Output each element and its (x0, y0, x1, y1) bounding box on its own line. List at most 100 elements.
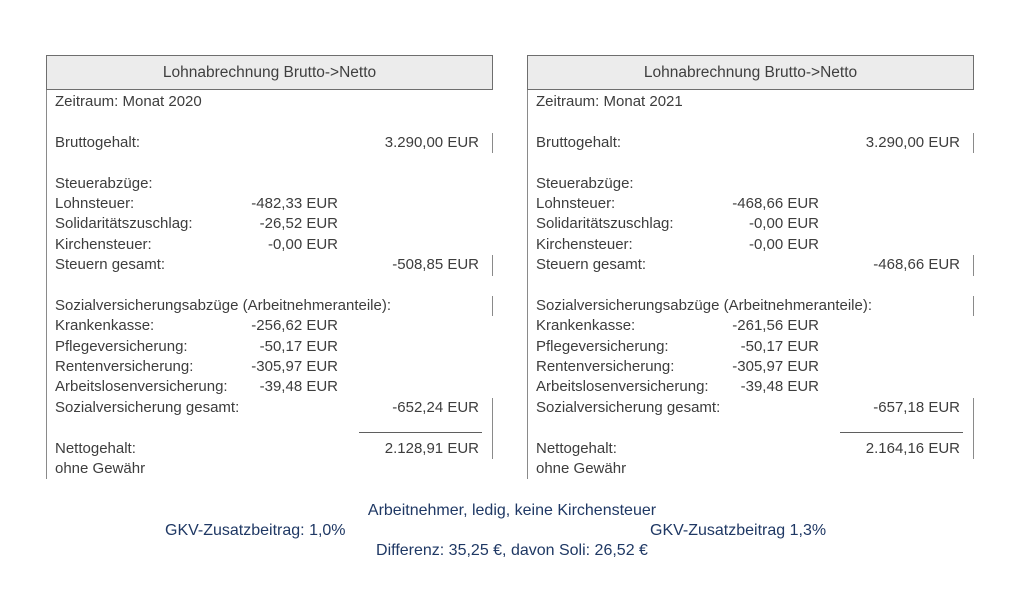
row-label: Nettogehalt: (536, 439, 617, 457)
table-row: Steuern gesamt: -468,66 EUR (528, 255, 974, 276)
row-total-value: -652,24 EUR (392, 398, 479, 416)
row-label: Solidaritätszuschlag: (536, 215, 674, 233)
row-label: Sozialversicherung gesamt: (536, 398, 721, 416)
table-row: Zeitraum: Monat 2020 (47, 92, 493, 112)
table-row: Arbeitslosenversicherung: -39,48 EUR (47, 377, 493, 397)
row-label: Krankenkasse: (55, 317, 155, 335)
row-label: Arbeitslosenversicherung: (536, 378, 709, 396)
row-value: -305,97 EUR (732, 358, 819, 376)
row-total-value: -468,66 EUR (873, 256, 960, 274)
table-row (528, 112, 974, 132)
table-row (528, 276, 974, 296)
row-value: -482,33 EUR (251, 194, 338, 212)
table-row: Lohnsteuer: -468,66 EUR (528, 194, 974, 214)
table-row: Steuerabzüge: (47, 174, 493, 194)
row-label: Steuerabzüge: (55, 174, 153, 192)
row-label: Kirchensteuer: (55, 235, 152, 253)
row-label: Lohnsteuer: (55, 194, 135, 212)
row-value: -305,97 EUR (251, 358, 338, 376)
footer-gkv-2020: GKV-Zusatzbeitrag: 1,0% (165, 522, 346, 539)
table-row (528, 418, 974, 439)
row-label: Rentenversicherung: (536, 358, 675, 376)
table-row: Solidaritätszuschlag: -26,52 EUR (47, 214, 493, 234)
sum-rule (359, 431, 482, 433)
table-row: Rentenversicherung: -305,97 EUR (47, 357, 493, 377)
row-label: Bruttogehalt: (536, 133, 622, 151)
table-row (47, 418, 493, 439)
table-row: Steuern gesamt: -508,85 EUR (47, 255, 493, 276)
row-value: -50,17 EUR (259, 337, 338, 355)
table-row: Sozialversicherung gesamt: -657,18 EUR (528, 397, 974, 419)
payroll-panel-2021: Lohnabrechnung Brutto->Netto Zeitraum: M… (527, 55, 974, 480)
table-row: Pflegeversicherung: -50,17 EUR (528, 337, 974, 357)
row-label: Sozialversicherungsabzüge (Arbeitnehmera… (55, 296, 392, 314)
row-total-value: -657,18 EUR (873, 398, 960, 416)
footer-difference-note: Differenz: 35,25 €, davon Soli: 26,52 € (376, 542, 648, 559)
row-label: Solidaritätszuschlag: (55, 215, 193, 233)
row-value: -0,00 EUR (267, 235, 338, 253)
row-value: -256,62 EUR (251, 317, 338, 335)
table-row: ohne Gewähr (528, 459, 974, 479)
row-value: -50,17 EUR (740, 337, 819, 355)
row-label: Steuerabzüge: (536, 174, 634, 192)
table-row (528, 153, 974, 173)
table-row: ohne Gewähr (47, 459, 493, 479)
row-value: -468,66 EUR (732, 194, 819, 212)
table-row: Nettogehalt: 2.128,91 EUR (47, 438, 493, 460)
table-row: Rentenversicherung: -305,97 EUR (528, 357, 974, 377)
table-row: Arbeitslosenversicherung: -39,48 EUR (528, 377, 974, 397)
row-total-value: 2.164,16 EUR (865, 439, 960, 457)
row-value: -0,00 EUR (748, 235, 819, 253)
row-label: Steuern gesamt: (536, 256, 647, 274)
row-label: Rentenversicherung: (55, 358, 194, 376)
row-total-value: 3.290,00 EUR (384, 133, 479, 151)
row-value: -0,00 EUR (748, 215, 819, 233)
row-label: Sozialversicherung gesamt: (55, 398, 240, 416)
table-row: Kirchensteuer: -0,00 EUR (528, 235, 974, 255)
table-row: Pflegeversicherung: -50,17 EUR (47, 337, 493, 357)
sum-rule (840, 431, 963, 433)
row-label: Nettogehalt: (55, 439, 136, 457)
table-row: Kirchensteuer: -0,00 EUR (47, 235, 493, 255)
table-row (47, 112, 493, 132)
table-row: Sozialversicherung gesamt: -652,24 EUR (47, 397, 493, 419)
table-row: Nettogehalt: 2.164,16 EUR (528, 438, 974, 460)
row-label: Zeitraum: Monat 2021 (536, 93, 683, 110)
panel-title: Lohnabrechnung Brutto->Netto (527, 55, 974, 90)
row-label: ohne Gewähr (55, 460, 146, 478)
table-row: Zeitraum: Monat 2021 (528, 92, 974, 112)
table-row: Bruttogehalt: 3.290,00 EUR (47, 132, 493, 154)
table-row: Sozialversicherungsabzüge (Arbeitnehmera… (528, 295, 974, 317)
row-total-value: 3.290,00 EUR (865, 133, 960, 151)
row-label: Sozialversicherungsabzüge (Arbeitnehmera… (536, 296, 873, 314)
payroll-panel-2020: Lohnabrechnung Brutto->Netto Zeitraum: M… (46, 55, 493, 480)
footer-gkv-row: GKV-Zusatzbeitrag: 1,0% GKV-Zusatzbeitra… (0, 521, 1024, 540)
payroll-table-2021: Zeitraum: Monat 2021 Bruttogehalt: 3.290,0… (527, 90, 974, 480)
row-label: Kirchensteuer: (536, 235, 633, 253)
row-total-value: 2.128,91 EUR (384, 439, 479, 457)
table-row: Krankenkasse: -261,56 EUR (528, 316, 974, 336)
row-label: Krankenkasse: (536, 317, 636, 335)
table-row: Bruttogehalt: 3.290,00 EUR (528, 132, 974, 154)
table-row: Sozialversicherungsabzüge (Arbeitnehmera… (47, 295, 493, 317)
footer-note-employee: Arbeitnehmer, ledig, keine Kirchensteuer (367, 502, 657, 519)
table-row: Steuerabzüge: (528, 174, 974, 194)
table-row: Lohnsteuer: -482,33 EUR (47, 194, 493, 214)
footer-gkv-2021: GKV-Zusatzbeitrag 1,3% (650, 522, 827, 539)
row-label: Pflegeversicherung: (536, 337, 669, 355)
panel-title: Lohnabrechnung Brutto->Netto (46, 55, 493, 90)
row-value: -26,52 EUR (259, 215, 338, 233)
row-value: -39,48 EUR (259, 378, 338, 396)
table-row: Solidaritätszuschlag: -0,00 EUR (528, 214, 974, 234)
row-label: ohne Gewähr (536, 460, 627, 478)
payroll-table-2020: Zeitraum: Monat 2020 Bruttogehalt: 3.290,0… (46, 90, 493, 480)
row-total-value: -508,85 EUR (392, 256, 479, 274)
row-value: -261,56 EUR (732, 317, 819, 335)
row-label: Bruttogehalt: (55, 133, 141, 151)
row-label: Steuern gesamt: (55, 256, 166, 274)
table-row (47, 153, 493, 173)
row-label: Zeitraum: Monat 2020 (55, 93, 202, 110)
table-row: Krankenkasse: -256,62 EUR (47, 316, 493, 336)
row-label: Pflegeversicherung: (55, 337, 188, 355)
